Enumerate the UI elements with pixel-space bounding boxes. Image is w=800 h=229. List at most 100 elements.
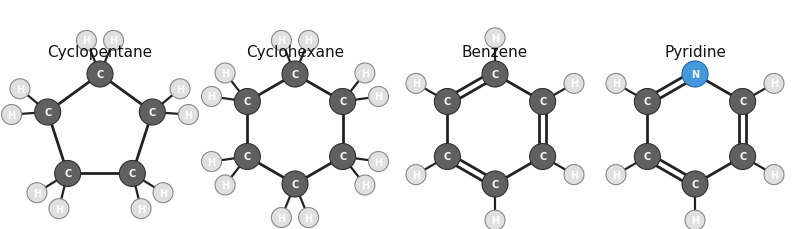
Text: C: C xyxy=(291,70,298,80)
Text: H: H xyxy=(184,110,193,120)
Circle shape xyxy=(298,208,318,228)
Circle shape xyxy=(271,31,291,51)
Circle shape xyxy=(682,171,708,197)
Text: H: H xyxy=(361,69,369,79)
Circle shape xyxy=(234,144,260,170)
Circle shape xyxy=(153,183,173,203)
Circle shape xyxy=(434,144,460,170)
Circle shape xyxy=(139,100,166,125)
Text: C: C xyxy=(64,169,71,179)
Text: H: H xyxy=(110,36,118,46)
Text: H: H xyxy=(612,79,620,89)
Circle shape xyxy=(406,74,426,94)
Text: C: C xyxy=(291,179,298,189)
Text: H: H xyxy=(207,92,215,102)
Circle shape xyxy=(606,74,626,94)
Text: C: C xyxy=(129,169,136,179)
Circle shape xyxy=(215,175,235,195)
Text: C: C xyxy=(444,152,451,162)
Circle shape xyxy=(685,210,705,229)
Circle shape xyxy=(682,62,708,88)
Text: H: H xyxy=(305,36,313,46)
Text: C: C xyxy=(691,179,698,189)
Circle shape xyxy=(330,144,356,170)
Text: H: H xyxy=(7,110,16,120)
Text: N: N xyxy=(691,70,699,80)
Circle shape xyxy=(202,152,222,172)
Circle shape xyxy=(2,105,22,125)
Circle shape xyxy=(330,89,356,115)
Text: C: C xyxy=(96,70,104,80)
Text: H: H xyxy=(361,180,369,190)
Text: H: H xyxy=(55,204,63,214)
Text: C: C xyxy=(339,152,346,162)
Text: C: C xyxy=(644,152,651,162)
Circle shape xyxy=(49,199,69,219)
Text: H: H xyxy=(374,92,382,102)
Circle shape xyxy=(730,89,756,115)
Circle shape xyxy=(355,175,375,195)
Circle shape xyxy=(730,144,756,170)
Text: H: H xyxy=(159,188,167,198)
Circle shape xyxy=(202,87,222,107)
Circle shape xyxy=(564,165,584,185)
Text: Cyclohexane: Cyclohexane xyxy=(246,45,344,60)
Circle shape xyxy=(369,152,389,172)
Circle shape xyxy=(10,79,30,99)
Circle shape xyxy=(119,161,146,187)
Text: H: H xyxy=(278,213,286,223)
Text: H: H xyxy=(82,36,90,46)
Text: H: H xyxy=(770,170,778,180)
Circle shape xyxy=(606,165,626,185)
Text: H: H xyxy=(221,69,229,79)
Circle shape xyxy=(87,62,113,88)
Circle shape xyxy=(131,199,151,219)
Circle shape xyxy=(170,79,190,99)
Circle shape xyxy=(355,64,375,84)
Text: C: C xyxy=(244,152,251,162)
Text: H: H xyxy=(691,215,699,225)
Text: H: H xyxy=(207,157,215,167)
Circle shape xyxy=(482,62,508,88)
Text: C: C xyxy=(244,97,251,107)
Text: H: H xyxy=(33,188,41,198)
Circle shape xyxy=(282,62,308,88)
Text: H: H xyxy=(612,170,620,180)
Circle shape xyxy=(77,31,97,51)
Text: H: H xyxy=(176,84,184,94)
Text: H: H xyxy=(491,34,499,44)
Circle shape xyxy=(215,64,235,84)
Circle shape xyxy=(34,100,61,125)
Text: C: C xyxy=(44,108,51,117)
Circle shape xyxy=(485,210,505,229)
Circle shape xyxy=(764,74,784,94)
Circle shape xyxy=(27,183,47,203)
Text: C: C xyxy=(339,97,346,107)
Text: H: H xyxy=(570,79,578,89)
Circle shape xyxy=(764,165,784,185)
Text: C: C xyxy=(739,152,746,162)
Text: H: H xyxy=(374,157,382,167)
Circle shape xyxy=(482,171,508,197)
Circle shape xyxy=(103,31,123,51)
Text: H: H xyxy=(570,170,578,180)
Text: C: C xyxy=(444,97,451,107)
Text: C: C xyxy=(539,97,546,107)
Circle shape xyxy=(298,31,318,51)
Text: C: C xyxy=(739,97,746,107)
Text: H: H xyxy=(16,84,24,94)
Text: C: C xyxy=(491,70,498,80)
Circle shape xyxy=(54,161,81,187)
Circle shape xyxy=(634,144,660,170)
Text: H: H xyxy=(412,170,420,180)
Text: C: C xyxy=(149,108,156,117)
Circle shape xyxy=(530,144,556,170)
Text: Cyclopentane: Cyclopentane xyxy=(47,45,153,60)
Circle shape xyxy=(634,89,660,115)
Text: H: H xyxy=(412,79,420,89)
Text: Pyridine: Pyridine xyxy=(664,45,726,60)
Circle shape xyxy=(485,29,505,49)
Circle shape xyxy=(564,74,584,94)
Text: H: H xyxy=(221,180,229,190)
Circle shape xyxy=(234,89,260,115)
